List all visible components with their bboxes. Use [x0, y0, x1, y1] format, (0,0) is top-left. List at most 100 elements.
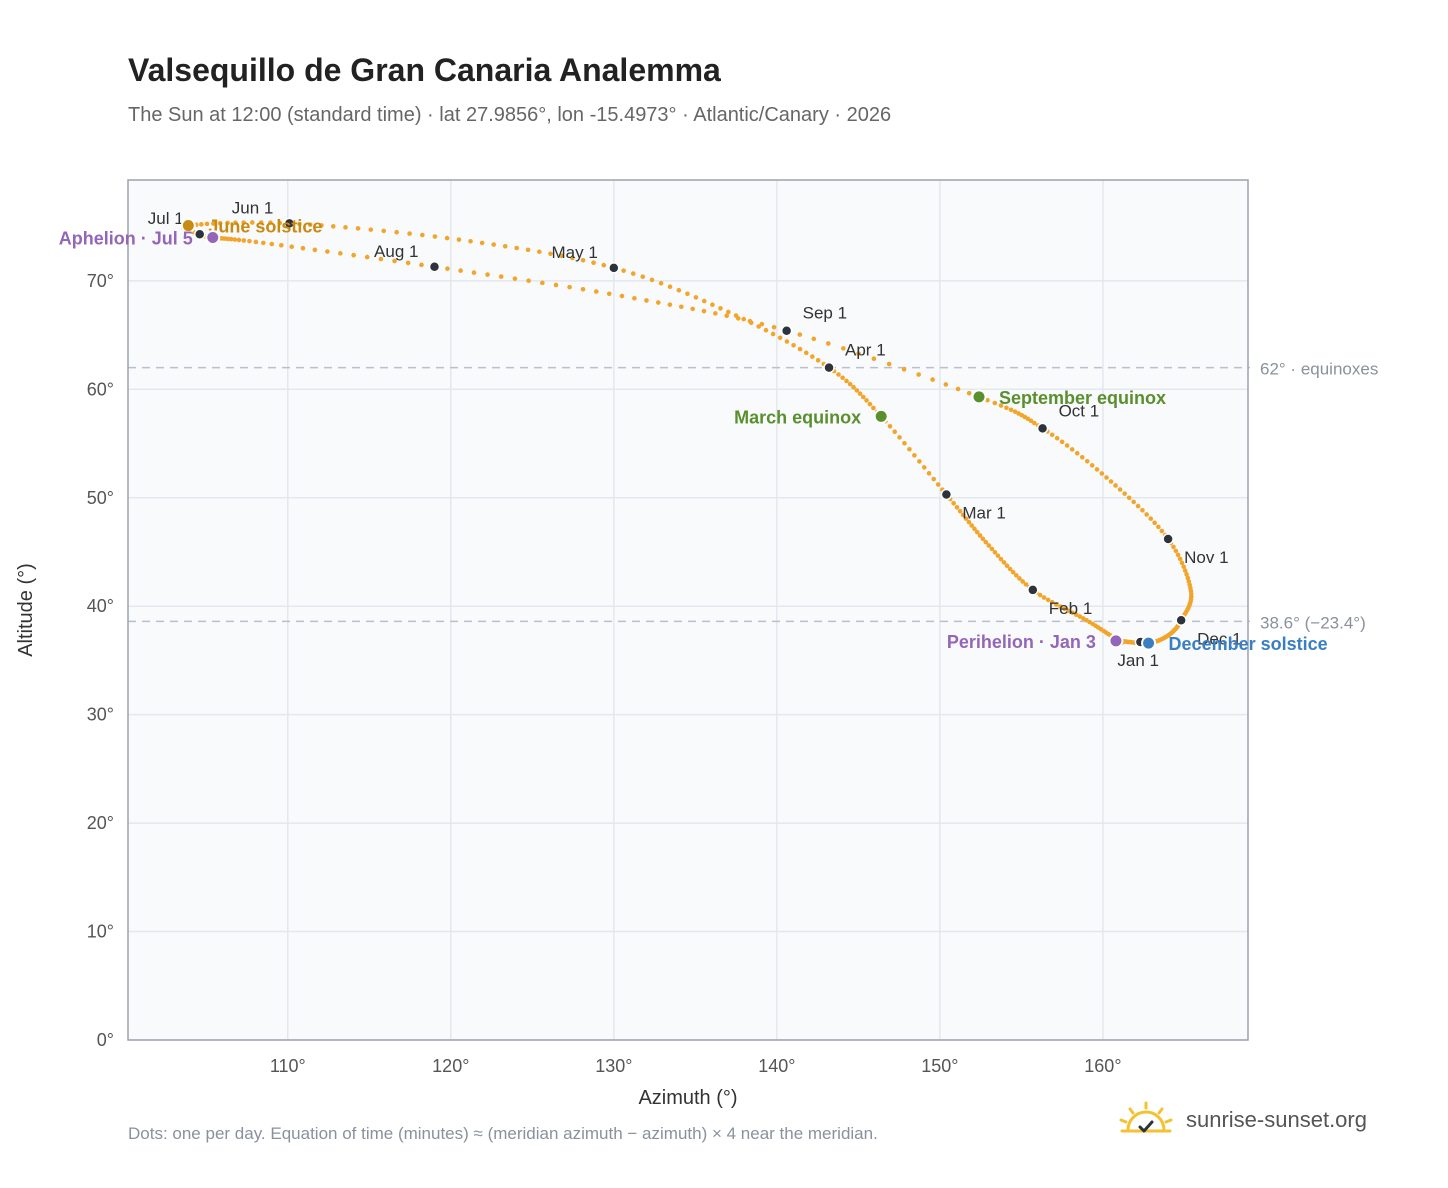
brand-name: sunrise-sunset.org	[1186, 1107, 1367, 1132]
daily-dot	[1089, 463, 1095, 468]
daily-dot	[368, 227, 374, 232]
daily-dot	[649, 277, 655, 283]
daily-dot	[836, 372, 841, 377]
daily-dot	[1152, 520, 1157, 526]
daily-dot	[394, 229, 399, 235]
daily-dot	[297, 221, 302, 227]
x-axis-title: Azimuth (°)	[638, 1087, 737, 1109]
daily-dot	[867, 401, 873, 407]
brand[interactable]: sunrise-sunset.org	[1118, 1100, 1367, 1140]
daily-dot	[378, 256, 384, 262]
daily-dot	[902, 440, 907, 446]
daily-dot	[548, 251, 553, 257]
x-tick-label: 150°	[921, 1056, 958, 1076]
daily-dot	[1062, 606, 1067, 612]
daily-dot	[1066, 608, 1071, 614]
plot-background	[128, 180, 1248, 1040]
event-label: September equinox	[999, 388, 1166, 408]
y-axis-title: Altitude (°)	[15, 563, 37, 657]
daily-dot	[580, 287, 586, 292]
month-label: Mar 1	[962, 504, 1005, 523]
month-label: Jan 1	[1117, 651, 1159, 670]
footnote: Dots: one per day. Equation of time (min…	[128, 1124, 878, 1143]
daily-dot	[1013, 573, 1019, 578]
event-label: March equinox	[734, 407, 861, 427]
daily-dot	[1108, 479, 1114, 484]
daily-dot	[791, 343, 796, 348]
daily-dot	[468, 238, 473, 244]
month-label: Nov 1	[1184, 548, 1228, 567]
daily-dot	[325, 249, 330, 254]
daily-dot	[593, 289, 599, 294]
month-marker	[428, 261, 441, 273]
daily-dot	[512, 276, 518, 281]
daily-dot	[930, 377, 935, 382]
daily-dot	[232, 237, 238, 242]
daily-dot	[644, 298, 649, 303]
daily-dot	[1177, 556, 1183, 562]
daily-dot	[980, 536, 986, 542]
event-marker	[1108, 633, 1124, 649]
daily-dot	[1020, 579, 1025, 584]
daily-dot	[718, 306, 723, 311]
daily-dot	[777, 335, 783, 341]
month-marker	[1036, 422, 1049, 435]
event-marker	[971, 389, 987, 405]
daily-dot	[1131, 499, 1136, 505]
daily-dot	[1023, 582, 1029, 587]
daily-dot	[676, 287, 682, 293]
daily-dot	[667, 284, 673, 290]
month-marker	[193, 228, 206, 240]
daily-dot	[912, 453, 917, 458]
event-label: December solstice	[1169, 634, 1328, 654]
daily-dot	[419, 262, 424, 268]
daily-dot	[1126, 495, 1132, 501]
daily-dot	[1045, 597, 1051, 603]
month-label: Aug 1	[374, 242, 418, 261]
daily-dot	[1041, 595, 1047, 600]
y-tick-label: 40°	[87, 596, 114, 616]
daily-dot	[630, 271, 636, 276]
daily-dot	[1012, 409, 1018, 414]
daily-dot	[351, 252, 356, 258]
daily-dot	[1171, 544, 1176, 550]
daily-dot	[1073, 612, 1079, 617]
month-marker	[283, 217, 296, 230]
daily-dot	[405, 260, 411, 266]
month-label: Jul 1	[148, 209, 184, 228]
daily-dot	[559, 253, 564, 259]
daily-dot	[1104, 475, 1109, 480]
plot-border	[127, 179, 1249, 1041]
daily-dot	[1094, 467, 1100, 472]
daily-dot	[364, 254, 370, 260]
daily-dot	[445, 266, 450, 271]
daily-dot	[567, 284, 572, 290]
daily-dot	[756, 324, 761, 329]
daily-dot	[1004, 563, 1010, 569]
daily-dot	[277, 220, 283, 226]
daily-dot	[726, 309, 731, 315]
daily-dot	[983, 539, 989, 545]
daily-dot	[871, 405, 876, 411]
daily-dot	[701, 308, 707, 314]
event-marker	[180, 218, 196, 234]
daily-dot	[1058, 604, 1063, 609]
x-tick-label: 120°	[432, 1056, 469, 1076]
daily-dot	[1144, 512, 1149, 517]
daily-dot	[1049, 432, 1055, 438]
daily-dot	[330, 224, 336, 229]
daily-dot	[931, 476, 936, 482]
daily-dot	[847, 381, 853, 387]
month-marker	[823, 361, 835, 374]
daily-dot	[901, 367, 907, 372]
daily-dot	[420, 232, 425, 238]
daily-dot	[998, 403, 1004, 408]
month-label: Feb 1	[1049, 599, 1092, 618]
month-marker	[1027, 584, 1039, 596]
daily-dot	[319, 223, 324, 228]
daily-dot	[935, 482, 941, 487]
daily-dot	[841, 346, 846, 351]
daily-dot	[1122, 491, 1127, 496]
daily-dot	[955, 386, 961, 392]
daily-dot	[1017, 576, 1022, 581]
